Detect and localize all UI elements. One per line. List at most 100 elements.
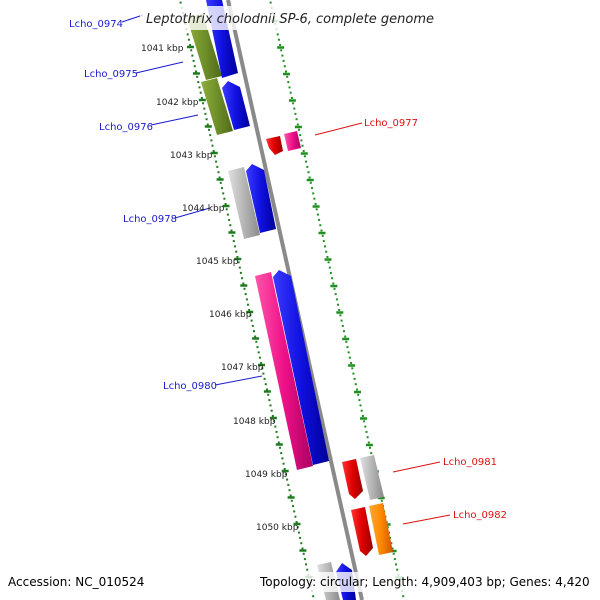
minor-tick [328,266,331,269]
gene-lcho-0982-orange[interactable] [369,503,393,555]
gene-track-forward [187,0,329,470]
gene-lcho-0977-pink[interactable] [284,131,301,151]
minor-tick [209,134,212,137]
minor-tick [357,393,360,396]
minor-tick [321,234,324,237]
gene-lcho-0976-blue[interactable] [222,81,250,130]
minor-tick [319,224,322,227]
minor-tick [269,1,272,4]
minor-tick [251,324,254,327]
minor-tick [358,399,361,402]
minor-tick [345,340,348,343]
gene-lcho-0974-olive[interactable] [187,14,222,80]
minor-tick [191,54,194,57]
minor-tick [200,97,203,99]
minor-tick [264,383,267,386]
minor-tick [197,81,200,84]
minor-tick [289,91,292,94]
minor-tick [365,430,368,433]
minor-tick [327,261,330,264]
minor-tick [292,505,294,508]
minor-tick [331,277,334,280]
gene-label-lcho-0982[interactable]: Lcho_0982 [453,510,507,521]
minor-tick [297,531,300,534]
minor-tick [369,446,371,449]
gene-lcho-0982-red[interactable] [351,507,373,556]
minor-tick [213,155,216,158]
minor-tick [274,425,277,428]
gene-lcho-0981-red[interactable] [342,459,363,499]
gene-lcho-0981-gray[interactable] [360,455,384,500]
gene-label-lcho-0976[interactable]: Lcho_0976 [99,122,153,133]
minor-tick [262,372,265,375]
minor-tick [329,271,332,274]
minor-tick [224,203,227,205]
minor-tick [287,81,290,84]
minor-tick [281,54,284,57]
minor-tick [286,75,289,78]
minor-tick [293,107,296,110]
footer-accession: Accession: NC_010524 [8,575,144,589]
gene-label-lcho-0975[interactable]: Lcho_0975 [84,69,138,80]
minor-tick [339,314,342,317]
minor-tick [370,452,373,455]
minor-tick [223,197,226,200]
minor-tick [322,240,325,243]
minor-tick [298,128,300,131]
minor-tick [318,218,321,221]
tick-label-1049: 1049 kbp [245,470,288,480]
gene-lcho-0978-blue[interactable] [246,164,276,233]
minor-tick [276,33,279,36]
minor-tick [270,409,273,412]
minor-tick [288,86,291,89]
minor-tick [281,457,284,460]
minor-tick [239,271,242,274]
gene-label-lcho-0980[interactable]: Lcho_0980 [163,381,217,392]
minor-tick [348,356,351,359]
minor-tick [282,59,285,62]
minor-tick [238,266,241,269]
minor-tick [234,245,236,248]
minor-tick [241,277,244,280]
gene-lcho-0977-red[interactable] [266,136,283,155]
minor-tick [301,144,304,147]
gene-label-lcho-0978[interactable]: Lcho_0978 [123,214,177,225]
gene-lcho-0978-gray[interactable] [228,167,260,239]
minor-tick [253,330,255,333]
footer-topology: Topology: circular; Length: 4,909,403 bp… [259,575,590,589]
minor-tick [350,362,353,364]
gene-label-lcho-0977[interactable]: Lcho_0977 [364,118,418,129]
minor-tick [279,446,281,449]
minor-tick [283,65,286,68]
minor-tick [186,33,189,36]
minor-tick [203,107,206,110]
minor-tick [286,478,289,481]
gene-lcho-0980-pink[interactable] [255,272,313,470]
minor-tick [244,293,247,296]
minor-tick [267,393,270,396]
minor-tick [320,229,323,232]
minor-tick [337,303,339,306]
gene-label-lcho-0981[interactable]: Lcho_0981 [443,457,497,468]
minor-tick [232,240,235,243]
minor-tick [293,510,296,513]
minor-tick [208,128,210,131]
minor-tick [295,118,298,121]
gene-lcho-0975-olive[interactable] [201,78,233,135]
minor-tick [344,335,347,338]
minor-tick [258,356,261,359]
minor-tick [396,568,399,571]
minor-tick [261,367,264,370]
minor-tick [210,139,213,142]
minor-tick [343,330,345,333]
minor-tick [308,176,311,179]
tick-label-1050: 1050 kbp [256,523,299,533]
minor-tick [351,367,354,370]
minor-tick [312,595,315,598]
minor-tick [314,203,317,205]
minor-tick [364,425,367,428]
minor-tick [276,436,279,439]
gene-label-lcho-0974[interactable]: Lcho_0974 [69,19,123,30]
gene-lcho-0980-blue[interactable] [273,270,329,465]
